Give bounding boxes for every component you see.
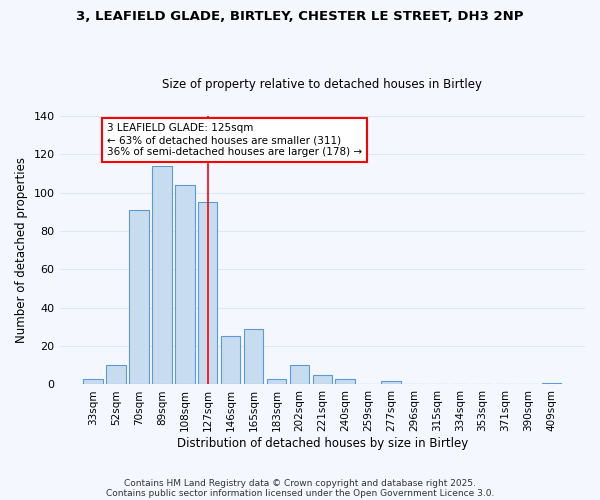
- Text: Contains public sector information licensed under the Open Government Licence 3.: Contains public sector information licen…: [106, 488, 494, 498]
- Bar: [313, 375, 332, 384]
- X-axis label: Distribution of detached houses by size in Birtley: Distribution of detached houses by size …: [176, 437, 468, 450]
- Bar: [221, 336, 241, 384]
- Bar: [267, 378, 286, 384]
- Text: 3 LEAFIELD GLADE: 125sqm
← 63% of detached houses are smaller (311)
36% of semi-: 3 LEAFIELD GLADE: 125sqm ← 63% of detach…: [107, 124, 362, 156]
- Bar: [83, 378, 103, 384]
- Text: 3, LEAFIELD GLADE, BIRTLEY, CHESTER LE STREET, DH3 2NP: 3, LEAFIELD GLADE, BIRTLEY, CHESTER LE S…: [76, 10, 524, 23]
- Bar: [198, 202, 217, 384]
- Y-axis label: Number of detached properties: Number of detached properties: [15, 157, 28, 343]
- Bar: [542, 382, 561, 384]
- Bar: [175, 185, 194, 384]
- Bar: [152, 166, 172, 384]
- Bar: [381, 380, 401, 384]
- Bar: [290, 366, 309, 384]
- Bar: [244, 329, 263, 384]
- Bar: [335, 378, 355, 384]
- Bar: [106, 366, 126, 384]
- Title: Size of property relative to detached houses in Birtley: Size of property relative to detached ho…: [162, 78, 482, 91]
- Text: Contains HM Land Registry data © Crown copyright and database right 2025.: Contains HM Land Registry data © Crown c…: [124, 478, 476, 488]
- Bar: [129, 210, 149, 384]
